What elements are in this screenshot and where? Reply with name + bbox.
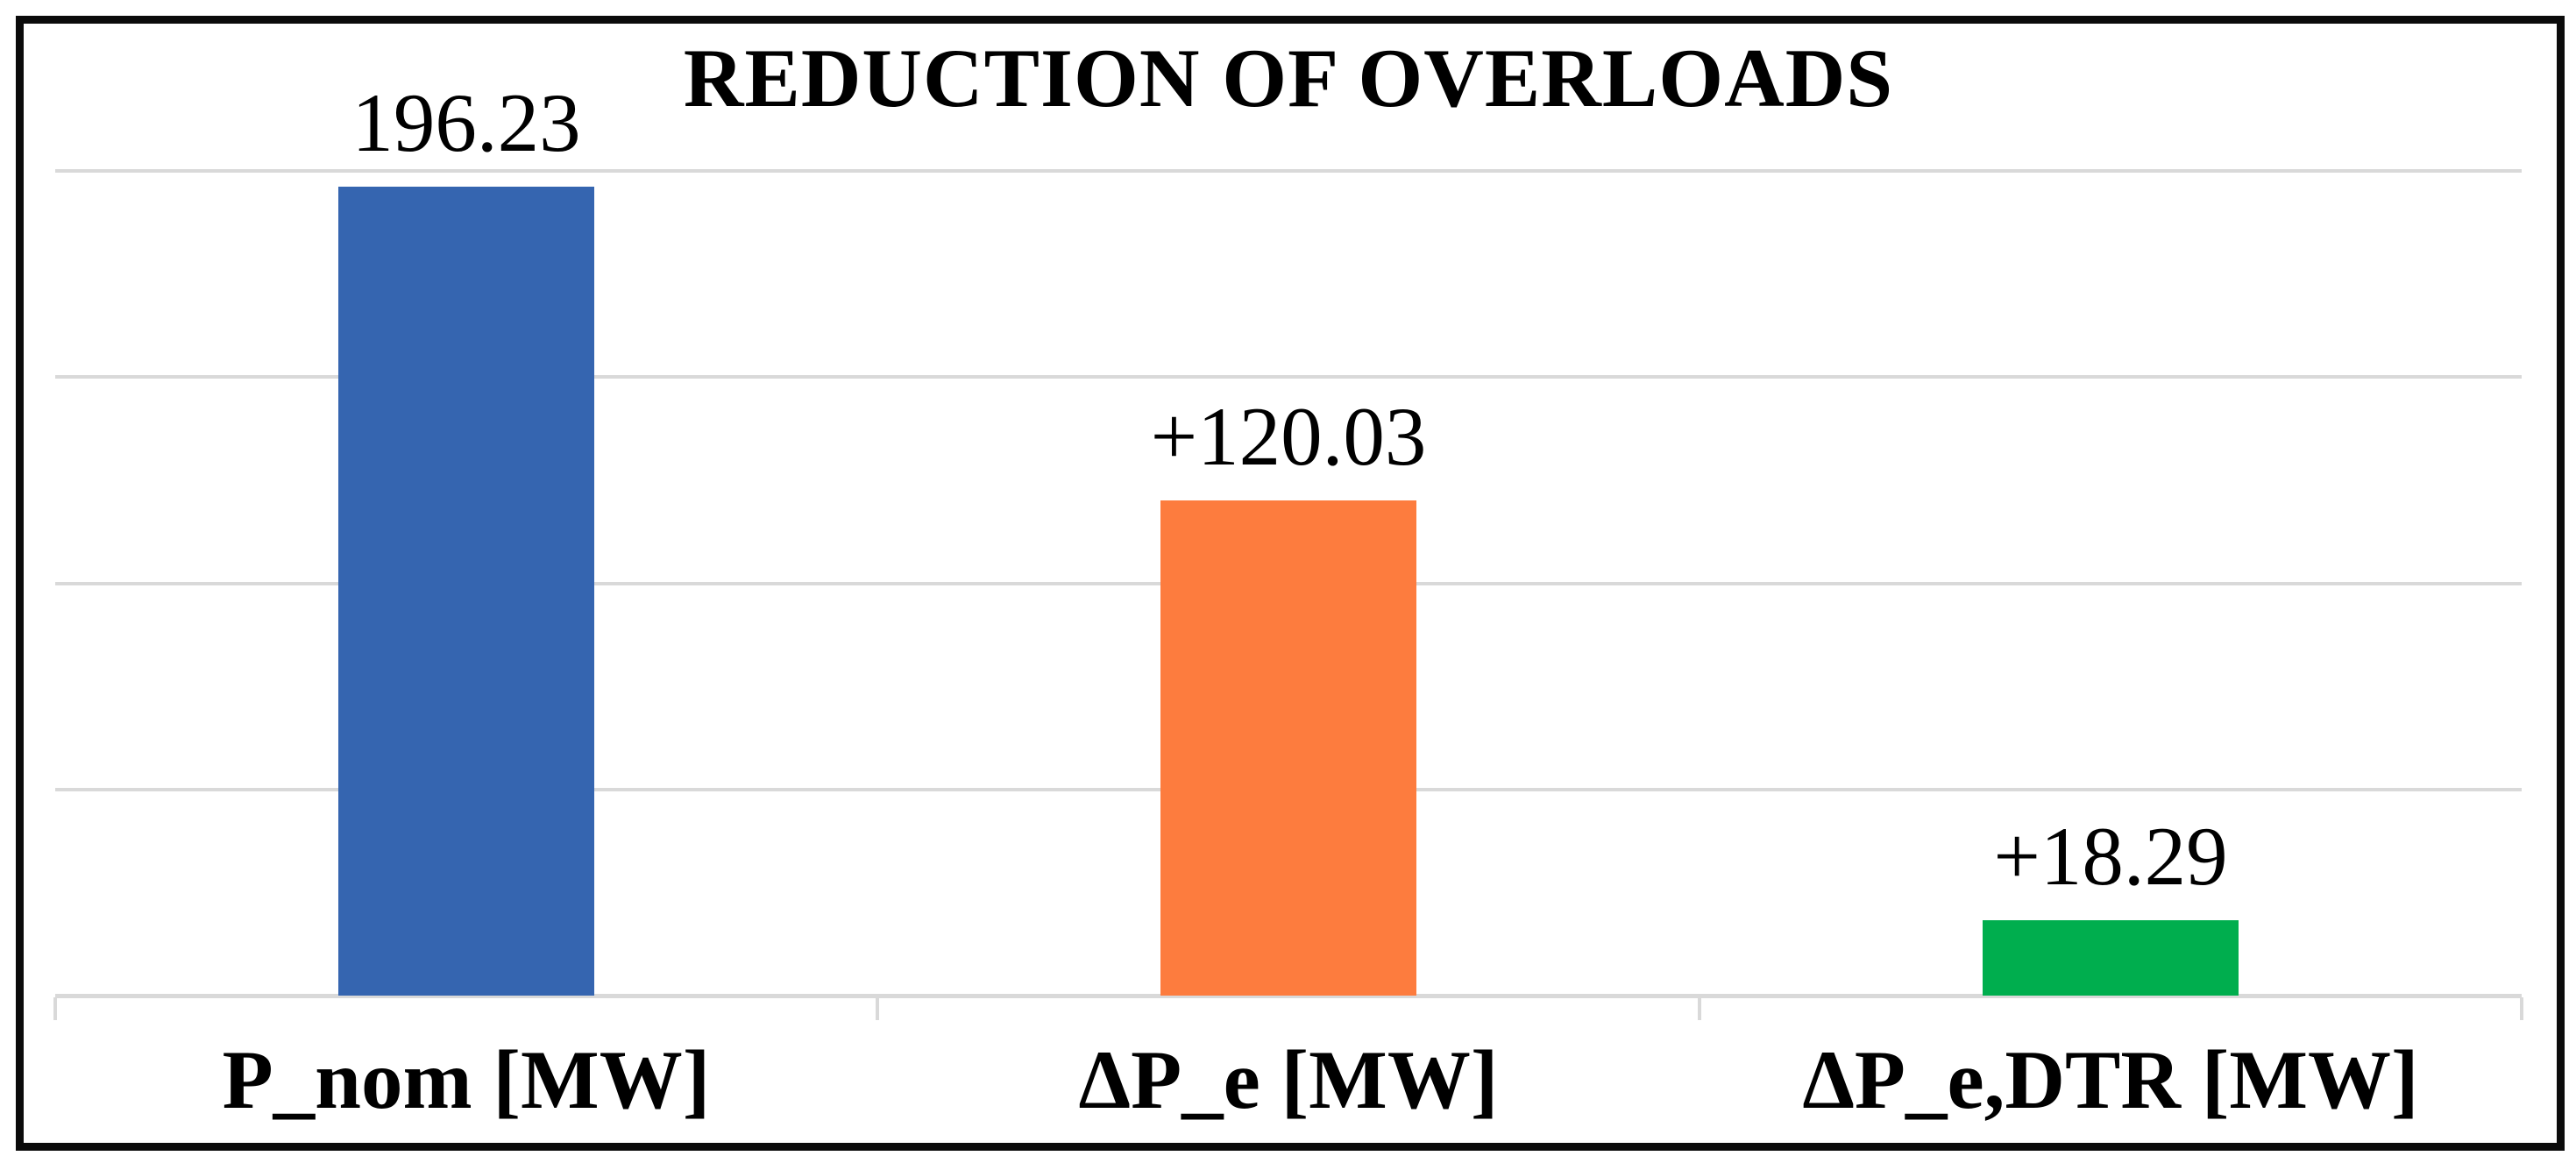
value-label: +120.03 [1150, 390, 1427, 483]
value-label: 196.23 [351, 76, 581, 169]
bar [1160, 500, 1416, 996]
gridline [55, 169, 2522, 173]
category-label: ΔP_e,DTR [MW] [1802, 1033, 2419, 1126]
x-axis-tick [2520, 997, 2523, 1020]
x-axis-line [55, 994, 2522, 998]
category-label: P_nom [MW] [222, 1033, 711, 1126]
x-axis-tick [876, 997, 879, 1020]
chart-title: REDUCTION OF OVERLOADS [683, 32, 1894, 124]
bar [1983, 920, 2239, 996]
gridline [55, 375, 2522, 379]
category-label: ΔP_e [MW] [1078, 1033, 1499, 1126]
x-axis-tick [53, 997, 57, 1020]
x-axis-tick [1698, 997, 1701, 1020]
value-label: +18.29 [1993, 810, 2228, 903]
bar [338, 187, 594, 996]
